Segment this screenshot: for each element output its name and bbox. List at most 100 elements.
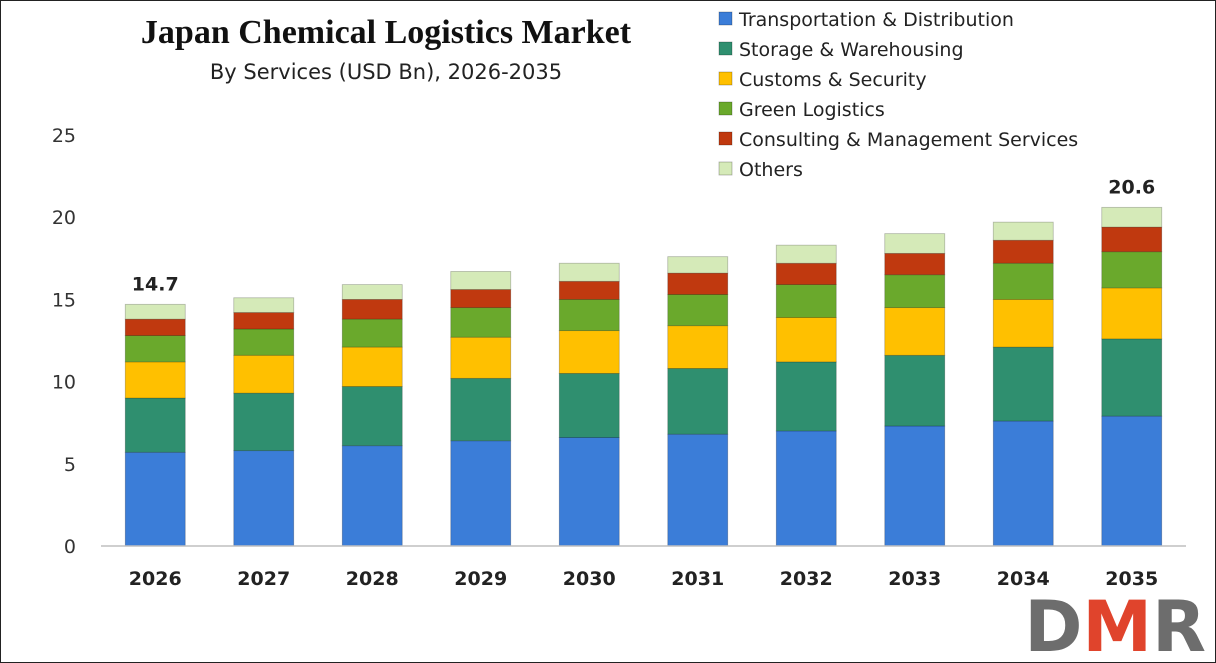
bar-segment xyxy=(1101,226,1163,253)
bar-segment xyxy=(884,307,946,356)
bar-segment xyxy=(341,386,403,447)
bar-segment xyxy=(884,274,946,309)
bar-segment xyxy=(1101,415,1163,547)
bar-segment xyxy=(775,430,837,547)
bar-segment xyxy=(124,318,186,336)
y-tick-label: 5 xyxy=(64,454,76,476)
legend-item: Storage & Warehousing xyxy=(718,39,964,61)
bar-segment xyxy=(992,420,1054,547)
bar-segment xyxy=(667,433,729,547)
x-axis: 2026 2027 2028 2029 2030 2031 2032 2033 2034 2035 xyxy=(101,545,1186,590)
data-labels: 14.7 20.6 xyxy=(132,176,1155,295)
bar-segment xyxy=(450,440,512,547)
bar-segment xyxy=(1101,251,1163,289)
x-tick-label: 2032 xyxy=(780,568,833,590)
bars xyxy=(124,206,1163,547)
bar-segment xyxy=(233,450,295,547)
bar-segment xyxy=(884,233,946,254)
legend-swatch xyxy=(718,71,733,86)
x-tick-label: 2029 xyxy=(454,568,507,590)
logo-letter: M xyxy=(1082,586,1152,662)
bar-segment xyxy=(124,361,186,399)
bar-segment xyxy=(667,368,729,435)
x-tick-label: 2026 xyxy=(129,568,182,590)
legend-label: Others xyxy=(739,159,803,181)
bar-segment xyxy=(558,330,620,374)
bar-segment xyxy=(558,437,620,547)
bar-stack-2030 xyxy=(558,262,620,547)
legend-swatch xyxy=(718,131,733,146)
bar-segment xyxy=(667,294,729,327)
bar-segment xyxy=(884,425,946,547)
bar-segment xyxy=(1101,338,1163,417)
bar-stack-2029 xyxy=(450,271,512,547)
chart-subtitle: By Services (USD Bn), 2026-2035 xyxy=(210,60,562,84)
bar-segment xyxy=(124,303,186,320)
legend: Transportation & Distribution Storage & W… xyxy=(718,9,1078,181)
y-tick-label: 20 xyxy=(52,207,76,229)
bar-segment xyxy=(233,328,295,356)
bar-segment xyxy=(233,354,295,394)
x-tick-label: 2030 xyxy=(563,568,616,590)
legend-item: Others xyxy=(718,159,803,181)
x-tick-label: 2027 xyxy=(237,568,290,590)
logo-letter: D xyxy=(1024,586,1082,662)
bar-segment xyxy=(341,284,403,300)
legend-swatch xyxy=(718,161,733,176)
bar-segment xyxy=(992,262,1054,300)
x-tick-label: 2034 xyxy=(997,568,1050,590)
bar-segment xyxy=(124,451,186,547)
bar-segment xyxy=(884,354,946,427)
bar-segment xyxy=(341,445,403,547)
bar-segment xyxy=(992,346,1054,422)
bar-stack-2028 xyxy=(341,284,403,547)
bar-segment xyxy=(1101,206,1163,228)
legend-item: Customs & Security xyxy=(718,69,927,91)
legend-swatch xyxy=(718,41,733,56)
bar-segment xyxy=(124,335,186,363)
bar-segment xyxy=(558,280,620,300)
data-label: 20.6 xyxy=(1108,176,1155,198)
bar-segment xyxy=(233,297,295,313)
y-tick-label: 10 xyxy=(52,372,76,394)
bar-stack-2031 xyxy=(667,256,729,547)
legend-label: Storage & Warehousing xyxy=(739,39,964,61)
y-axis: 0 5 10 15 20 25 xyxy=(52,125,76,558)
logo-letter: R xyxy=(1152,586,1206,662)
bar-stack-2032 xyxy=(775,244,837,547)
legend-swatch xyxy=(718,101,733,116)
y-tick-label: 25 xyxy=(52,125,76,147)
bar-segment xyxy=(775,262,837,286)
logo-text: DMR xyxy=(1024,586,1206,662)
bar-segment xyxy=(667,325,729,369)
bar-segment xyxy=(341,318,403,348)
dmr-logo: DMR xyxy=(1024,586,1206,662)
bar-segment xyxy=(450,307,512,338)
bar-segment xyxy=(1101,287,1163,340)
x-tick-label: 2028 xyxy=(346,568,399,590)
data-label: 14.7 xyxy=(132,273,179,295)
bar-stack-2035 xyxy=(1101,206,1163,547)
bar-segment xyxy=(558,262,620,282)
bar-segment xyxy=(884,252,946,276)
bar-segment xyxy=(450,271,512,290)
bar-segment xyxy=(233,312,295,330)
legend-label: Green Logistics xyxy=(739,99,885,121)
bar-segment xyxy=(992,298,1054,348)
bar-segment xyxy=(775,244,837,264)
legend-label: Customs & Security xyxy=(739,69,927,91)
legend-item: Consulting & Management Services xyxy=(718,129,1078,151)
legend-item: Green Logistics xyxy=(718,99,885,121)
bar-segment xyxy=(124,397,186,453)
bar-stack-2026 xyxy=(124,303,186,547)
bar-segment xyxy=(775,361,837,432)
bar-segment xyxy=(667,272,729,295)
x-tick-label: 2033 xyxy=(888,568,941,590)
bar-segment xyxy=(341,298,403,320)
bar-segment xyxy=(775,317,837,363)
legend-label: Transportation & Distribution xyxy=(738,9,1014,31)
bar-segment xyxy=(992,221,1054,241)
legend-label: Consulting & Management Services xyxy=(739,129,1078,151)
